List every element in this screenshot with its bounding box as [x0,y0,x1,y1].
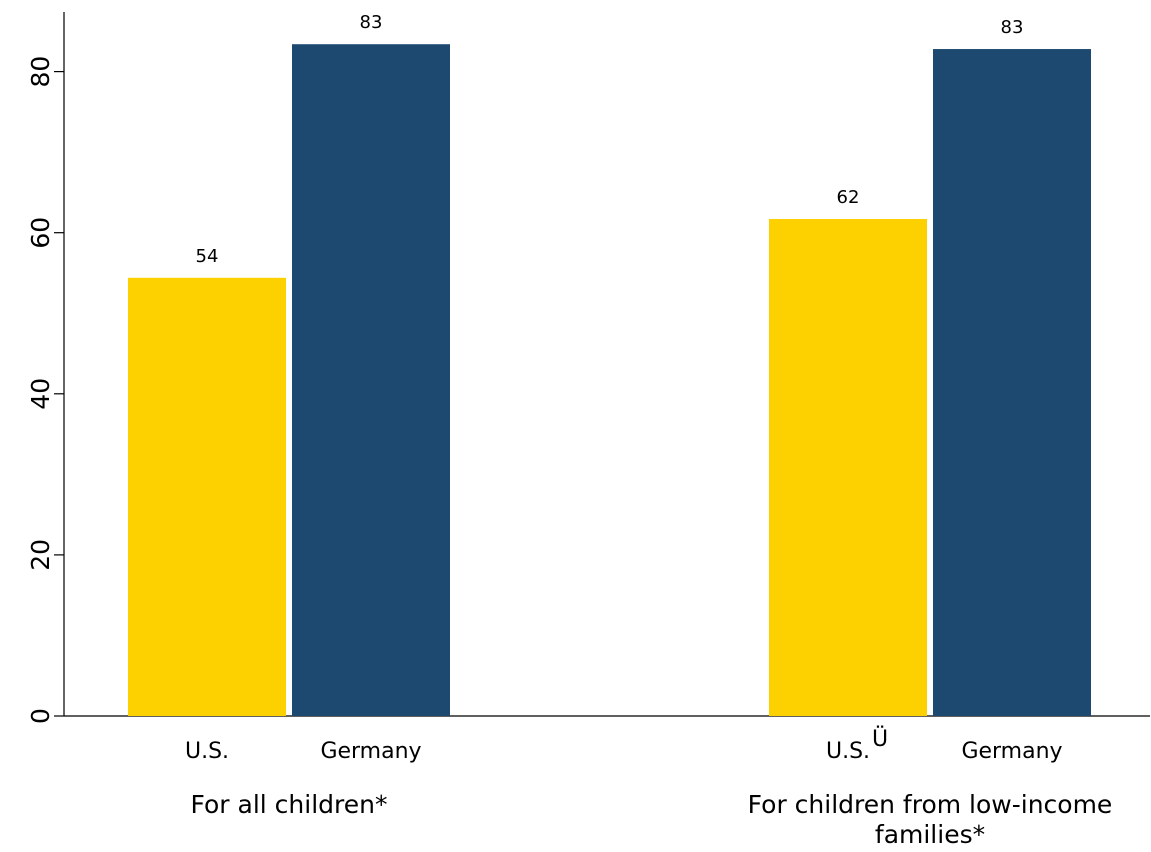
bars [128,44,1091,716]
category-label: Germany [320,739,421,764]
bar-1-germany [933,49,1091,716]
data-label: 83 [1001,17,1024,38]
category-marker: Ü [872,726,888,752]
group-label: For all children* [191,790,388,819]
category-label: U.S. [185,739,229,764]
group-label: For children from low-income [748,790,1113,819]
category-label: Germany [961,739,1062,764]
data-label: 54 [196,246,219,267]
bar-0-germany [292,44,450,716]
category-label: U.S. [826,739,870,764]
y-tick-label: 80 [26,56,55,88]
group-label: families* [875,820,985,849]
data-label: 62 [837,187,860,208]
y-tick-label: 40 [26,378,55,410]
bar-0-us [128,277,286,716]
y-tick-label: 0 [26,708,55,724]
bar-1-us [769,219,927,716]
y-tick-label: 20 [26,539,55,571]
data-label: 83 [360,12,383,33]
y-tick-label: 60 [26,217,55,249]
